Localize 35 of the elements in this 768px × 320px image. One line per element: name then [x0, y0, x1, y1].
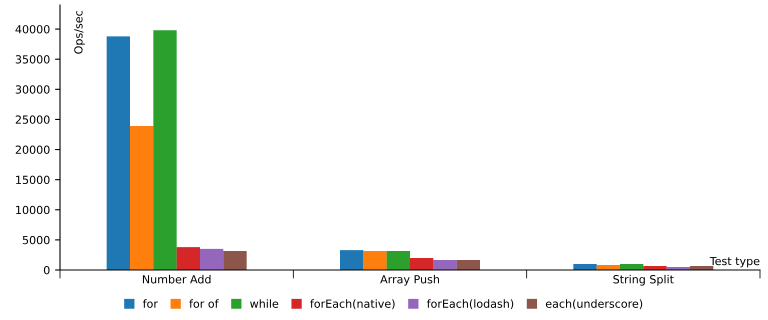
bar	[386, 251, 410, 270]
bar	[200, 248, 224, 270]
bar	[223, 251, 247, 270]
y-axis-title: Ops/sec	[74, 10, 85, 54]
bar	[363, 251, 387, 270]
y-tick-label: 25000	[16, 115, 50, 124]
legend-label: each(underscore)	[546, 299, 642, 310]
y-tick-label: 20000	[16, 146, 50, 154]
bar	[153, 30, 177, 270]
bar	[340, 250, 364, 270]
bar	[106, 36, 130, 270]
legend-label: while	[250, 299, 278, 308]
bar	[620, 264, 644, 270]
x-tick-label: Number Add	[142, 274, 210, 284]
y-tick-label: 30000	[16, 85, 50, 94]
legend-label: forEach(native)	[310, 299, 395, 310]
legend-label: forEach(lodash)	[426, 299, 514, 310]
bar	[573, 264, 597, 270]
x-axis-title: Test type	[710, 256, 760, 268]
legend-label: for	[142, 299, 158, 308]
y-tick-label: 10000	[16, 206, 50, 214]
x-tick-label: Array Push	[380, 274, 439, 286]
y-tick-label: 0	[44, 266, 50, 274]
bar	[176, 247, 200, 270]
y-tick-label: 40000	[15, 25, 50, 34]
bar	[410, 258, 434, 270]
bar	[433, 260, 457, 270]
legend-label: for of	[189, 299, 219, 308]
y-tick-label: 5000	[22, 236, 50, 244]
bar	[596, 265, 620, 270]
y-tick-label: 15000	[16, 176, 50, 184]
bar	[130, 126, 154, 270]
y-tick-label: 35000	[16, 55, 50, 64]
x-tick-label: String Split	[613, 274, 674, 286]
bar	[456, 260, 480, 270]
